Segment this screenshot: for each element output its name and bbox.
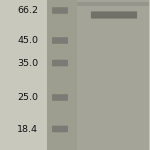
FancyBboxPatch shape [52,60,68,66]
Text: 25.0: 25.0 [17,93,38,102]
FancyBboxPatch shape [77,0,148,150]
FancyBboxPatch shape [46,0,148,150]
FancyBboxPatch shape [52,94,68,101]
Text: 18.4: 18.4 [17,124,38,134]
Text: 45.0: 45.0 [17,36,38,45]
FancyBboxPatch shape [77,2,148,6]
FancyBboxPatch shape [52,126,68,132]
FancyBboxPatch shape [52,7,68,14]
Text: 35.0: 35.0 [17,58,38,68]
FancyBboxPatch shape [52,37,68,44]
FancyBboxPatch shape [46,0,77,150]
FancyBboxPatch shape [91,11,137,19]
Text: 66.2: 66.2 [17,6,38,15]
